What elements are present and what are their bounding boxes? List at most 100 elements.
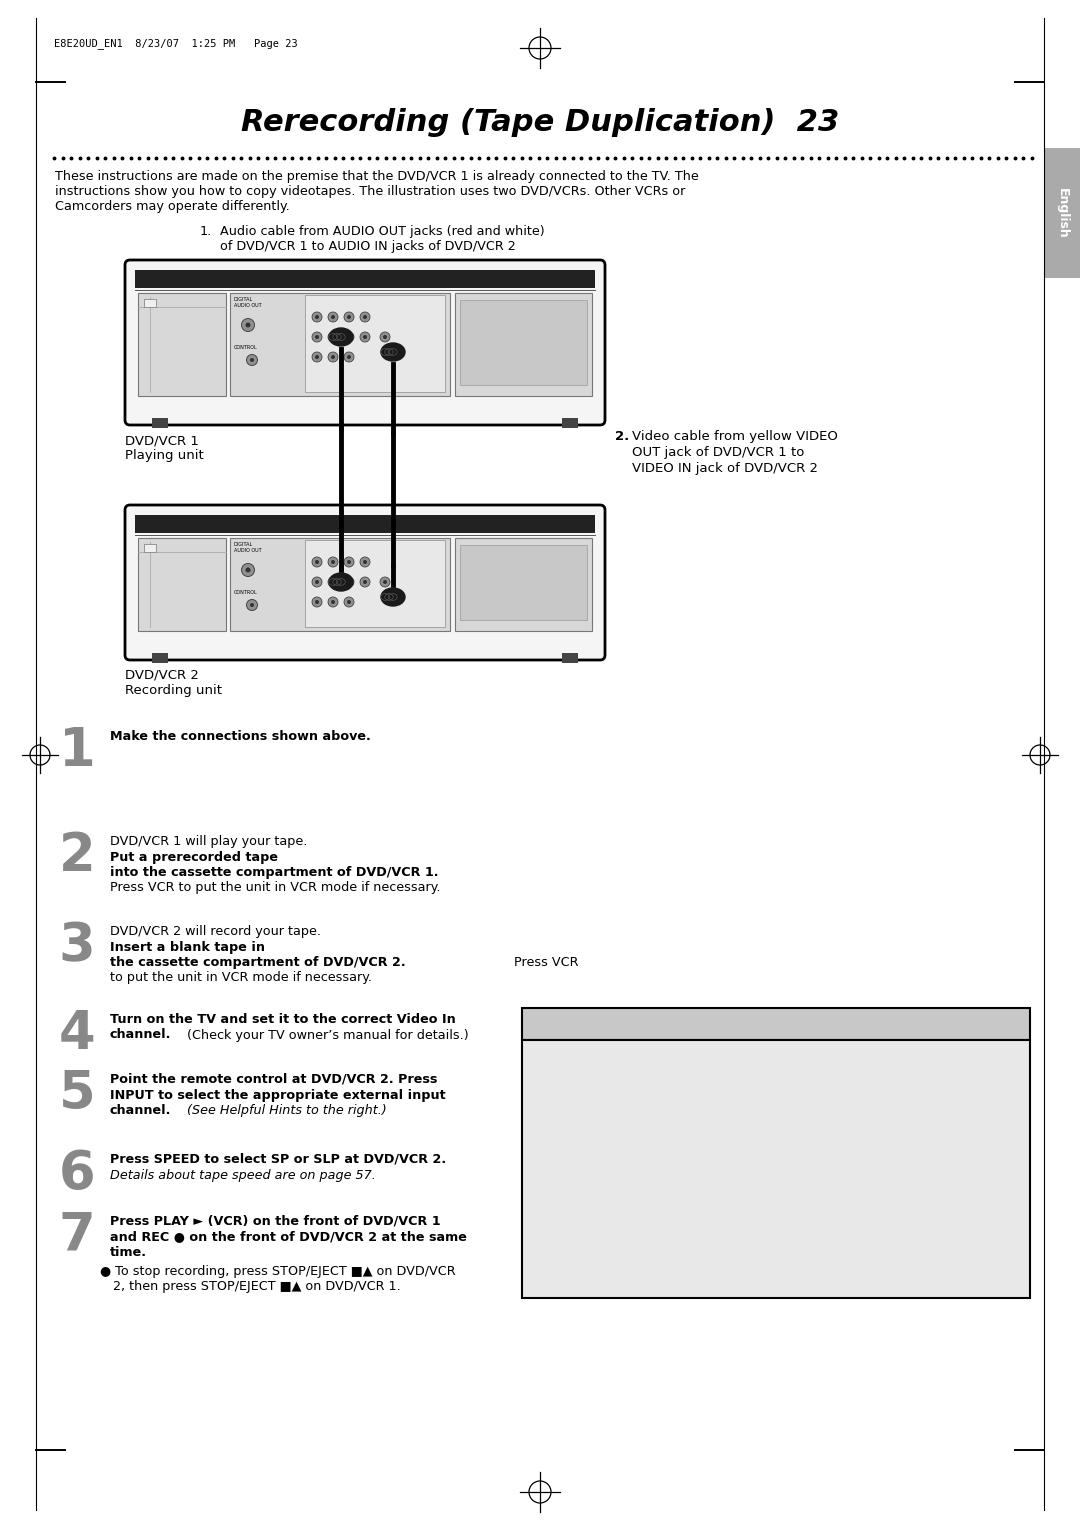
Ellipse shape (345, 578, 354, 587)
Text: • If you use the AUDIO and: • If you use the AUDIO and (534, 1099, 693, 1111)
Ellipse shape (312, 332, 322, 342)
Ellipse shape (245, 567, 251, 573)
FancyBboxPatch shape (125, 260, 605, 425)
Text: • If a program has copyright: • If a program has copyright (534, 1229, 702, 1241)
Bar (455, 538, 592, 631)
Ellipse shape (330, 315, 335, 319)
Text: DVD/VCR 2: DVD/VCR 2 (125, 669, 199, 681)
Text: video tapes or other materials: video tapes or other materials (534, 1170, 714, 1183)
Text: AUDIO OUT: AUDIO OUT (234, 303, 261, 309)
Ellipse shape (312, 312, 322, 322)
Ellipse shape (360, 312, 370, 322)
Ellipse shape (315, 354, 319, 359)
Text: Recording unit: Recording unit (125, 685, 222, 697)
Ellipse shape (330, 601, 335, 604)
Ellipse shape (381, 588, 405, 607)
Text: Turn on the TV and set it to the correct Video In: Turn on the TV and set it to the correct… (110, 1013, 456, 1025)
Bar (152, 652, 168, 663)
Ellipse shape (347, 335, 351, 339)
Ellipse shape (315, 315, 319, 319)
Text: Audio cable from AUDIO OUT jacks (red and white): Audio cable from AUDIO OUT jacks (red an… (212, 225, 544, 238)
Bar (455, 293, 592, 396)
Text: DVD/VCR 1 will play your tape.: DVD/VCR 1 will play your tape. (110, 834, 311, 848)
Bar (144, 544, 156, 552)
Ellipse shape (347, 559, 351, 564)
Text: DVD/VCR 2, select L2 at step 5.: DVD/VCR 2, select L2 at step 5. (534, 1126, 720, 1138)
Text: AUDIO OUT: AUDIO OUT (234, 549, 261, 553)
Bar (144, 299, 156, 307)
Ellipse shape (315, 559, 319, 564)
Text: Insert a blank tape in: Insert a blank tape in (110, 941, 265, 953)
Text: of DVD/VCR 1 to AUDIO IN jacks of DVD/VCR 2: of DVD/VCR 1 to AUDIO IN jacks of DVD/VC… (200, 240, 516, 254)
Text: 2, then press STOP/EJECT ■▲ on DVD/VCR 1.: 2, then press STOP/EJECT ■▲ on DVD/VCR 1… (113, 1280, 401, 1293)
Ellipse shape (383, 581, 387, 584)
Text: channel.: channel. (110, 1028, 172, 1042)
Text: DIGITAL: DIGITAL (234, 296, 253, 303)
FancyBboxPatch shape (125, 504, 605, 660)
Text: Playing unit: Playing unit (125, 449, 204, 461)
Text: E8E20UD_EN1  8/23/07  1:25 PM   Page 23: E8E20UD_EN1 8/23/07 1:25 PM Page 23 (54, 38, 298, 49)
Text: Press VCR: Press VCR (510, 957, 579, 969)
Text: • Unauthorized recording of: • Unauthorized recording of (534, 1143, 699, 1157)
Ellipse shape (329, 573, 353, 591)
Ellipse shape (345, 351, 354, 362)
Text: protection, it may not be: protection, it may not be (534, 1241, 681, 1254)
Bar (460, 545, 588, 620)
Ellipse shape (347, 315, 351, 319)
Ellipse shape (312, 597, 322, 607)
Text: copyright owners and violate: copyright owners and violate (534, 1196, 706, 1210)
Text: copyrighted television programs,: copyrighted television programs, (534, 1157, 730, 1169)
Text: time.: time. (110, 1245, 147, 1259)
Ellipse shape (312, 351, 322, 362)
Bar (562, 652, 578, 663)
Text: 1: 1 (58, 724, 95, 778)
Text: 4: 4 (58, 1008, 95, 1060)
Ellipse shape (363, 559, 367, 564)
Text: Make the connections shown above.: Make the connections shown above. (110, 730, 370, 743)
Ellipse shape (345, 558, 354, 567)
Ellipse shape (328, 597, 338, 607)
Ellipse shape (380, 332, 390, 342)
Text: and REC ● on the front of DVD/VCR 2 at the same: and REC ● on the front of DVD/VCR 2 at t… (110, 1230, 467, 1244)
Text: • If you use the AUDIO and: • If you use the AUDIO and (534, 1054, 693, 1067)
Text: Details about tape speed are on page 57.: Details about tape speed are on page 57. (110, 1169, 376, 1181)
Text: CONTROL: CONTROL (234, 590, 258, 594)
Text: 3: 3 (58, 920, 95, 972)
Text: VIDEO IN jacks on the back of: VIDEO IN jacks on the back of (534, 1068, 710, 1080)
Bar (305, 295, 445, 393)
Text: DVD/VCR 2, select L1 at step 5.: DVD/VCR 2, select L1 at step 5. (534, 1080, 720, 1094)
Text: channel.: channel. (110, 1105, 172, 1117)
Text: VIDEO IN jacks on the front of: VIDEO IN jacks on the front of (534, 1112, 710, 1125)
Text: English: English (1055, 188, 1068, 238)
Ellipse shape (345, 312, 354, 322)
Ellipse shape (360, 578, 370, 587)
Text: recorded clearly.: recorded clearly. (534, 1254, 632, 1268)
Ellipse shape (345, 597, 354, 607)
Text: VIDEO IN jack of DVD/VCR 2: VIDEO IN jack of DVD/VCR 2 (615, 461, 818, 475)
Ellipse shape (380, 578, 390, 587)
Text: CONTROL: CONTROL (234, 345, 258, 350)
Bar (1044, 148, 1080, 278)
Text: into the cassette compartment of DVD/VCR 1.: into the cassette compartment of DVD/VCR… (110, 866, 438, 879)
Ellipse shape (315, 581, 319, 584)
Ellipse shape (315, 335, 319, 339)
Text: Video cable from yellow VIDEO: Video cable from yellow VIDEO (632, 429, 838, 443)
Ellipse shape (330, 581, 335, 584)
Text: (See Helpful Hints to the right.): (See Helpful Hints to the right.) (183, 1105, 387, 1117)
Text: IN     OUT: IN OUT (307, 303, 327, 307)
Text: INPUT to select the appropriate external input: INPUT to select the appropriate external… (110, 1088, 446, 1102)
Ellipse shape (363, 581, 367, 584)
Text: the cassette compartment of DVD/VCR 2.: the cassette compartment of DVD/VCR 2. (110, 957, 406, 969)
Text: Camcorders may operate differently.: Camcorders may operate differently. (55, 200, 289, 212)
Text: OUT jack of DVD/VCR 1 to: OUT jack of DVD/VCR 1 to (615, 446, 805, 458)
Text: DVD/VCR 2 will record your tape.: DVD/VCR 2 will record your tape. (110, 924, 325, 938)
Text: DVD/VCR 1: DVD/VCR 1 (125, 434, 199, 448)
Ellipse shape (347, 601, 351, 604)
Bar (135, 270, 595, 287)
Text: (Check your TV owner’s manual for details.): (Check your TV owner’s manual for detail… (183, 1028, 469, 1042)
Text: Put a prerecorded tape: Put a prerecorded tape (110, 851, 278, 863)
Ellipse shape (381, 342, 405, 361)
Text: ● To stop recording, press STOP/EJECT ■▲ on DVD/VCR: ● To stop recording, press STOP/EJECT ■▲… (100, 1265, 456, 1277)
Bar (305, 539, 445, 626)
Ellipse shape (328, 558, 338, 567)
